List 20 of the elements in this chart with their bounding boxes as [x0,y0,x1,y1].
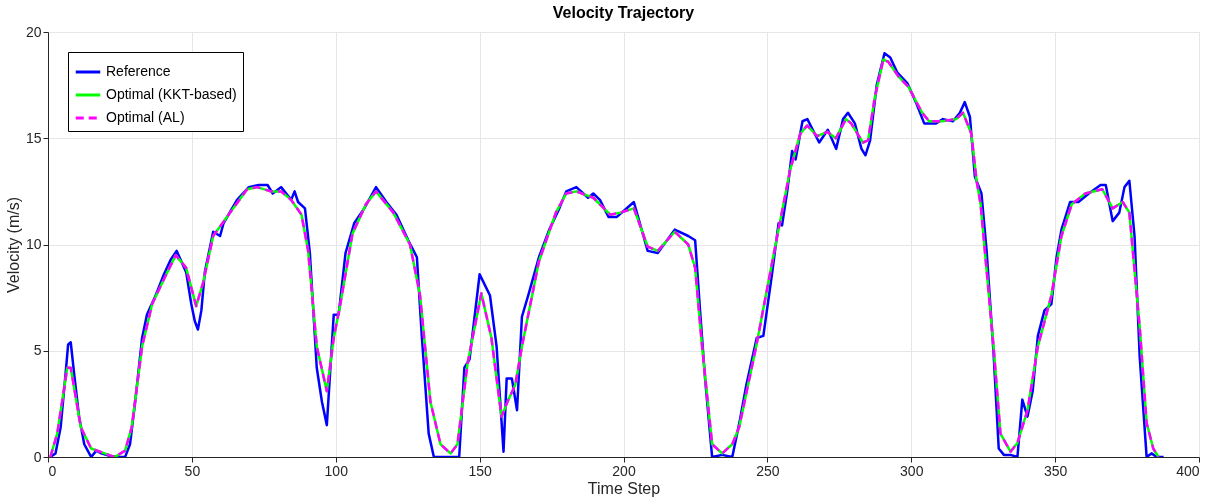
y-tick-label: 10 [25,236,42,252]
x-tick-label: 100 [324,462,349,479]
x-tick-label: 0 [48,462,57,479]
y-tick-label: 15 [25,129,42,146]
x-axis-title: Time Step [587,479,661,497]
legend-label: Optimal (KKT-based) [106,86,237,102]
x-tick-label: 350 [1043,462,1068,479]
x-tick-label: 400 [1176,462,1200,479]
y-tick-label: 5 [33,342,42,359]
x-tick-label: 150 [468,462,493,479]
legend-label: Optimal (AL) [106,109,185,125]
x-tick-label: 300 [900,462,924,479]
y-tick-label: 0 [33,448,42,465]
y-axis-title: Velocity (m/s) [4,196,22,294]
x-tick-label: 200 [612,462,636,479]
legend-label: Reference [106,63,171,79]
y-tick-label: 20 [25,23,42,40]
chart-title: Velocity Trajectory [552,4,695,21]
x-tick-label: 50 [184,462,201,479]
x-tick-label: 250 [756,462,780,479]
